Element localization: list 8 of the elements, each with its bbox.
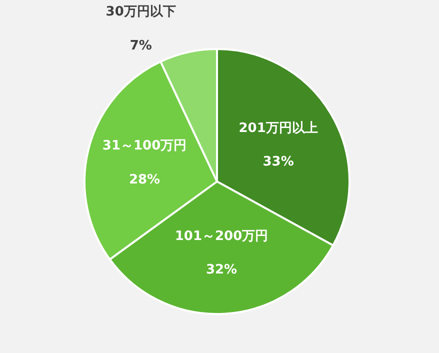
slice-label: 201万円以上 bbox=[238, 120, 318, 136]
data-label: 32% bbox=[206, 262, 238, 278]
data-label: 28% bbox=[128, 172, 160, 188]
data-label: 33% bbox=[262, 154, 294, 170]
slice-label: 31～100万円 bbox=[102, 138, 187, 154]
data-label: 7% bbox=[130, 38, 152, 54]
slice-label: 30万円以下 bbox=[106, 4, 176, 20]
slice-label: 101～200万円 bbox=[174, 228, 268, 244]
